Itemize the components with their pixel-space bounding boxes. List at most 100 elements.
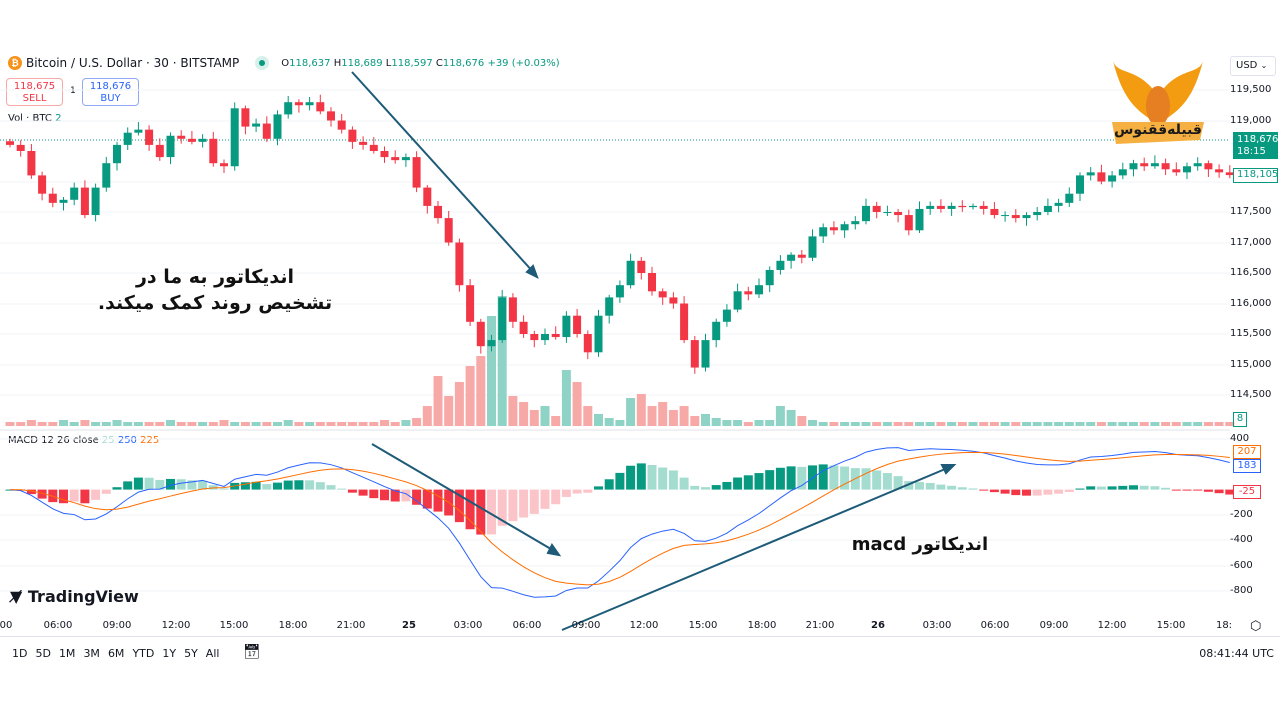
- candle: [541, 334, 549, 341]
- volume-bar: [583, 406, 593, 426]
- candle: [690, 340, 699, 368]
- candle: [305, 102, 314, 106]
- volume-bar: [37, 422, 47, 426]
- volume-bar: [808, 420, 817, 426]
- range-6m[interactable]: 6M: [107, 647, 125, 660]
- macd-tick: -200: [1230, 509, 1253, 520]
- candle: [466, 285, 475, 322]
- volume-bar: [508, 396, 518, 426]
- histogram-bar: [133, 477, 143, 490]
- range-1d[interactable]: 1D: [12, 647, 28, 660]
- settings-icon[interactable]: ⬡: [1250, 619, 1262, 634]
- time-tick: 03:00: [453, 620, 483, 631]
- range-ytd[interactable]: YTD: [132, 647, 155, 660]
- candle: [1118, 169, 1127, 176]
- histogram-bar: [358, 489, 368, 496]
- histogram-bar: [561, 489, 571, 497]
- histogram-bar: [861, 468, 871, 490]
- candle: [198, 138, 207, 142]
- candle: [1108, 175, 1117, 182]
- volume-bar: [1096, 422, 1106, 426]
- clock: 08:41:44 UTC: [1199, 647, 1274, 660]
- volume-bar: [262, 422, 272, 426]
- volume-bar: [347, 422, 357, 426]
- candle: [829, 227, 838, 231]
- time-tick: 09:00: [102, 620, 132, 631]
- candle: [658, 291, 667, 298]
- volume-bar: [1139, 422, 1149, 426]
- prev-close-label: 118,105: [1233, 168, 1278, 183]
- histogram-bar: [294, 480, 304, 490]
- candle: [27, 151, 36, 176]
- candle: [733, 291, 742, 310]
- candle: [209, 138, 218, 164]
- market-status-icon: [255, 56, 270, 70]
- range-5y[interactable]: 5Y: [184, 647, 198, 660]
- volume-bar: [1182, 422, 1192, 426]
- candle: [273, 114, 282, 139]
- macd-legend[interactable]: MACD 12 26 close 25 250 225: [8, 435, 160, 446]
- histogram-bar: [1118, 485, 1128, 490]
- histogram-bar: [187, 480, 197, 490]
- histogram-bar: [915, 482, 924, 490]
- time-tick: 00: [0, 620, 13, 631]
- range-1y[interactable]: 1Y: [162, 647, 177, 660]
- volume-bar: [872, 422, 882, 426]
- range-5d[interactable]: 5D: [35, 647, 51, 660]
- arrow-down-macd: [371, 443, 557, 553]
- candle: [1215, 169, 1224, 173]
- ohlc-values: O118,637 H118,689 L118,597 C118,676 +39 …: [281, 57, 560, 69]
- volume-bar: [829, 422, 839, 426]
- histogram-bar: [144, 477, 154, 490]
- volume-bar: [957, 422, 967, 426]
- currency-select[interactable]: USD ⌄: [1230, 56, 1276, 76]
- candle: [872, 205, 881, 212]
- candle: [391, 157, 400, 161]
- annotation-arrows: [351, 71, 957, 631]
- histogram-bar: [711, 485, 721, 490]
- volume-bar: [647, 406, 657, 426]
- volume-bar: [626, 398, 636, 426]
- volume-bar: [861, 422, 871, 426]
- tradingview-logo-icon: ▼̸: [10, 587, 23, 606]
- histogram-bar: [326, 485, 336, 490]
- histogram-bar: [615, 472, 625, 490]
- histogram-bar: [551, 489, 561, 505]
- volume-bar: [668, 410, 678, 426]
- volume-legend[interactable]: Vol · BTC 2: [8, 113, 62, 124]
- goto-date-icon[interactable]: 📅︎: [243, 644, 261, 660]
- time-tick: 15:00: [219, 620, 249, 631]
- candle: [444, 218, 453, 243]
- volume-bar: [412, 418, 422, 426]
- histogram-bar: [166, 478, 175, 490]
- volume-bar: [1075, 422, 1085, 426]
- sell-button[interactable]: 118,675 SELL: [6, 78, 63, 106]
- candle: [1086, 172, 1095, 176]
- histogram-bar: [1011, 489, 1021, 496]
- histogram-bar: [26, 489, 36, 495]
- candle: [530, 334, 539, 341]
- candle: [70, 187, 79, 200]
- volume-bar: [283, 420, 293, 426]
- time-tick: 26: [871, 620, 885, 631]
- volume-bar: [1022, 422, 1031, 426]
- buy-button[interactable]: 118,676 BUY: [82, 78, 139, 106]
- candle: [722, 309, 731, 322]
- volume-bar: [1032, 422, 1042, 426]
- range-3m[interactable]: 3M: [83, 647, 100, 660]
- range-1m[interactable]: 1M: [58, 647, 76, 660]
- histogram-bar: [668, 470, 678, 490]
- histogram-bar: [882, 473, 892, 490]
- histogram-bar: [701, 487, 710, 490]
- symbol-title[interactable]: Bitcoin / U.S. Dollar · 30 · BITSTAMP: [26, 56, 240, 70]
- candle: [508, 297, 517, 322]
- candle: [476, 321, 485, 347]
- candle: [337, 120, 346, 130]
- volume-bar: [26, 420, 36, 426]
- volume-bar: [48, 422, 58, 426]
- range-all[interactable]: All: [205, 647, 220, 660]
- volume-bar: [1203, 422, 1213, 426]
- signal-label: 207: [1233, 445, 1261, 459]
- histogram-bar: [679, 477, 689, 490]
